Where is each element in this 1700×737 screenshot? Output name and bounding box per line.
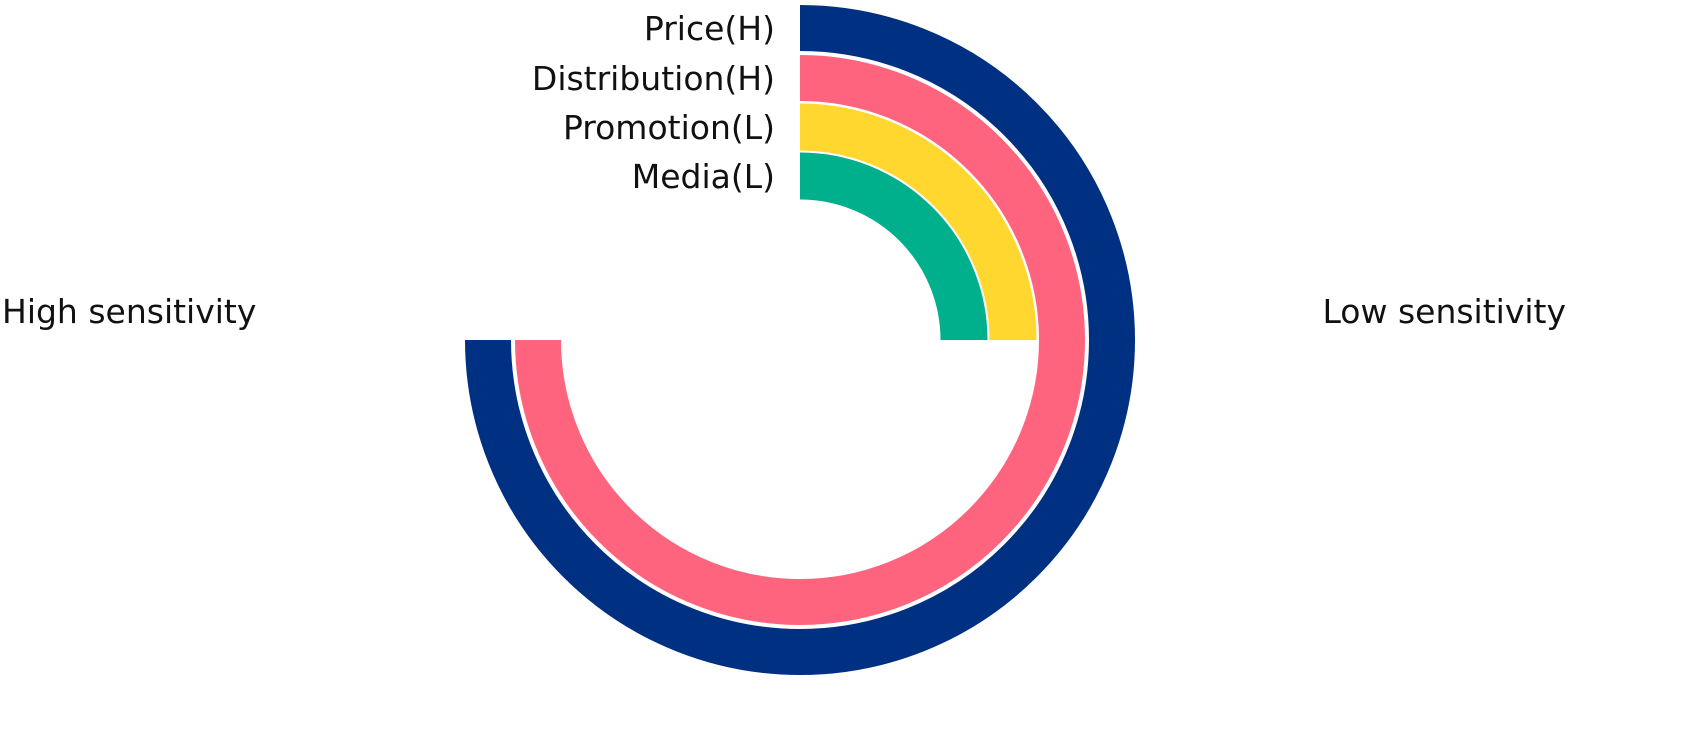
bar-media-l	[799, 152, 988, 341]
series-label: Distribution(H)	[532, 59, 775, 98]
series-label: Price(H)	[644, 9, 775, 48]
series-label: Promotion(L)	[563, 108, 775, 147]
high-sensitivity-label: High sensitivity	[2, 292, 257, 331]
low-sensitivity-label: Low sensitivity	[1322, 292, 1566, 331]
bar-promotion-l	[799, 103, 1037, 341]
series-label: Media(L)	[632, 157, 775, 196]
bar-price-h	[465, 5, 1135, 675]
bar-distribution-h	[515, 55, 1085, 625]
